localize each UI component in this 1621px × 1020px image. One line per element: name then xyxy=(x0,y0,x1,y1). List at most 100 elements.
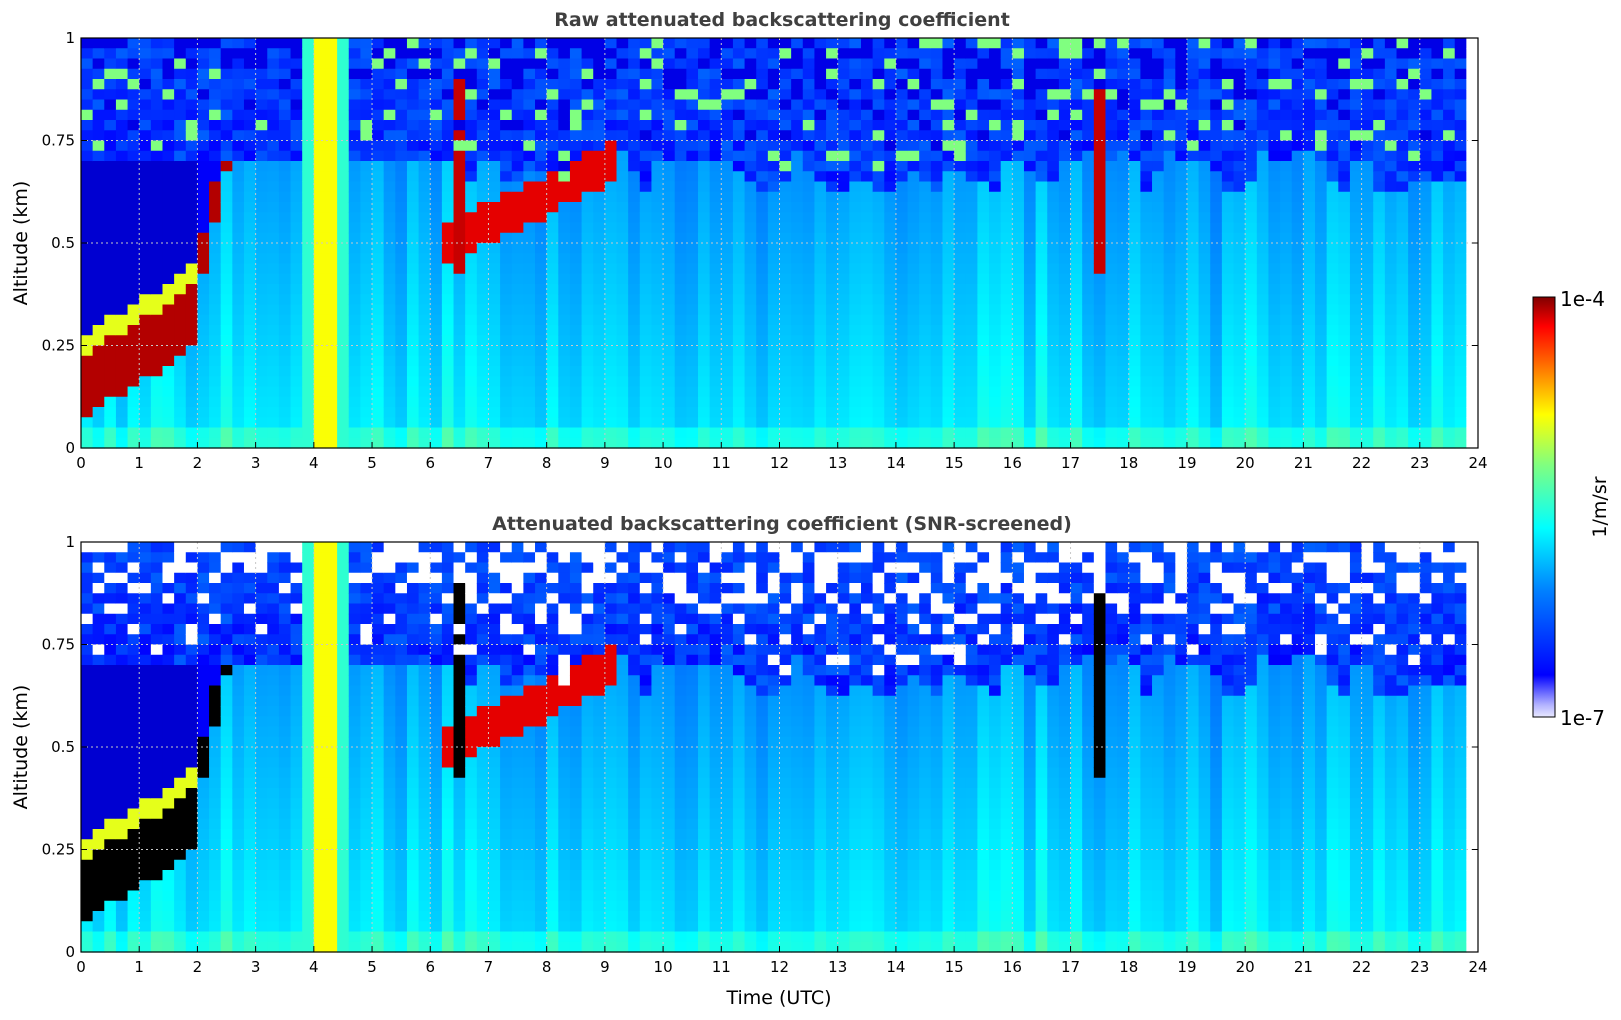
heatmap-cell xyxy=(1419,263,1433,275)
heatmap-cell xyxy=(1105,48,1118,60)
heatmap-cell xyxy=(907,48,920,60)
heatmap-cell xyxy=(197,171,210,183)
heatmap-cell xyxy=(930,386,944,398)
heatmap-cell xyxy=(977,150,990,162)
heatmap-cell xyxy=(535,161,548,172)
heatmap-cell xyxy=(593,294,606,306)
heatmap-cell xyxy=(535,99,548,111)
heatmap-cell xyxy=(465,345,478,357)
heatmap-cell xyxy=(977,304,990,316)
heatmap-cell xyxy=(441,99,455,111)
heatmap-cell xyxy=(1326,417,1339,429)
heatmap-cell xyxy=(942,376,955,388)
heatmap-cell xyxy=(604,130,618,142)
heatmap-cell xyxy=(1128,130,1141,142)
heatmap-cell xyxy=(1035,140,1048,152)
heatmap-cell xyxy=(1140,109,1153,121)
heatmap-cell xyxy=(139,396,152,408)
heatmap-cell xyxy=(406,273,420,285)
heatmap-cell xyxy=(302,89,315,101)
heatmap-cell xyxy=(1058,304,1072,316)
heatmap-cell xyxy=(884,161,897,172)
heatmap-cell xyxy=(1431,89,1444,101)
heatmap-cell xyxy=(209,171,222,183)
heatmap-cell xyxy=(1117,79,1130,90)
heatmap-cell xyxy=(965,437,979,449)
heatmap-cell xyxy=(1023,68,1037,80)
heatmap-cell xyxy=(488,161,501,172)
heatmap-cell xyxy=(1082,120,1095,131)
heatmap-cell xyxy=(779,386,792,398)
heatmap-cell xyxy=(1140,171,1153,183)
heatmap-cell xyxy=(302,263,315,275)
heatmap-cell xyxy=(1163,222,1176,234)
heatmap-cell xyxy=(1210,366,1223,377)
heatmap-cell xyxy=(104,99,117,111)
heatmap-cell xyxy=(383,161,396,172)
heatmap-cell xyxy=(919,109,932,121)
heatmap-cell xyxy=(1384,202,1398,213)
heatmap-cell xyxy=(278,407,292,418)
heatmap-cell xyxy=(767,355,781,367)
heatmap-cell xyxy=(1303,202,1316,213)
heatmap-cell xyxy=(150,140,164,152)
heatmap-cell xyxy=(476,396,490,408)
heatmap-cell xyxy=(1198,130,1211,142)
heatmap-cell xyxy=(616,407,629,418)
heatmap-cell xyxy=(1268,427,1281,439)
heatmap-cell xyxy=(860,232,874,244)
heatmap-cell xyxy=(1361,48,1374,60)
heatmap-cell xyxy=(488,386,501,398)
heatmap-cell xyxy=(744,130,757,142)
heatmap-cell xyxy=(756,120,769,131)
heatmap-cell xyxy=(977,396,990,408)
heatmap-cell xyxy=(1349,68,1363,80)
heatmap-cell xyxy=(989,294,1002,306)
heatmap-cell xyxy=(1408,222,1421,234)
heatmap-cell xyxy=(302,120,315,131)
heatmap-cell xyxy=(1431,161,1444,172)
heatmap-cell xyxy=(895,273,909,285)
heatmap-cell xyxy=(1082,294,1095,306)
heatmap-cell xyxy=(569,79,583,90)
heatmap-cell xyxy=(1035,314,1048,326)
heatmap-cell xyxy=(919,284,932,295)
heatmap-cell xyxy=(1303,68,1316,80)
heatmap-cell xyxy=(372,273,385,285)
heatmap-cell xyxy=(337,68,350,80)
heatmap-cell xyxy=(1338,181,1351,193)
heatmap-cell xyxy=(139,314,152,326)
heatmap-cell xyxy=(535,109,548,121)
heatmap-cell xyxy=(185,140,199,152)
heatmap-cell xyxy=(884,232,897,244)
heatmap-cell xyxy=(81,345,94,357)
heatmap-cell xyxy=(476,109,490,121)
heatmap-cell xyxy=(453,48,466,60)
heatmap-cell xyxy=(465,99,478,111)
heatmap-cell xyxy=(767,314,781,326)
heatmap-cell xyxy=(1186,232,1200,244)
heatmap-cell xyxy=(884,417,897,429)
heatmap-cell xyxy=(1419,386,1433,398)
heatmap-cell xyxy=(232,253,245,265)
heatmap-cell xyxy=(1396,171,1409,183)
heatmap-cell xyxy=(907,109,920,121)
heatmap-cell xyxy=(535,417,548,429)
heatmap-cell xyxy=(1303,38,1316,49)
heatmap-cell xyxy=(1373,38,1386,49)
heatmap-cell xyxy=(81,665,94,676)
heatmap-cell xyxy=(1105,427,1118,439)
heatmap-cell xyxy=(1396,109,1409,121)
heatmap-cell xyxy=(686,232,699,244)
heatmap-cell xyxy=(616,191,629,203)
heatmap-cell xyxy=(500,284,513,295)
heatmap-cell xyxy=(884,202,897,213)
heatmap-cell xyxy=(535,355,548,367)
heatmap-cell xyxy=(628,407,641,418)
heatmap-cell xyxy=(1303,263,1316,275)
heatmap-cell xyxy=(313,79,327,90)
heatmap-cell xyxy=(115,366,129,377)
heatmap-cell xyxy=(860,120,874,131)
heatmap-cell xyxy=(1175,427,1188,439)
heatmap-cell xyxy=(406,345,420,357)
